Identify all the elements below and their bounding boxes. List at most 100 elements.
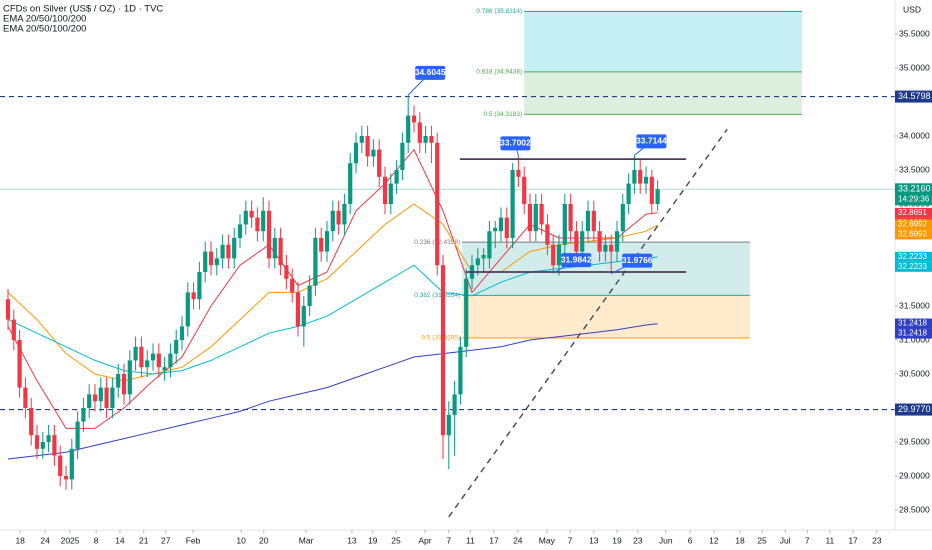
x-tick-label: 19 <box>368 535 378 545</box>
candle-body <box>498 217 504 232</box>
ema-tag <box>895 261 932 272</box>
price-tag-label: 34.5798 <box>898 91 931 101</box>
candle-body <box>458 346 463 395</box>
ema-tag-label: 32.2233 <box>898 252 927 261</box>
x-tick-label: 13 <box>589 535 599 545</box>
candle-body <box>614 231 620 252</box>
ema-tag-label: 32.6992 <box>898 220 927 229</box>
candle-body <box>440 265 446 436</box>
callout-label: 31.9842 <box>561 254 592 264</box>
candle-body <box>272 238 277 259</box>
candle-body <box>63 476 69 480</box>
candle-body <box>237 224 243 239</box>
candle-body <box>104 387 109 409</box>
axes: 28.5000 29.0000 29.5000 30.5000 31.0000 31.50… <box>15 28 932 545</box>
candle-body <box>394 170 399 184</box>
x-tick-label: 17 <box>489 535 499 545</box>
candle-body <box>168 353 173 368</box>
candle-body <box>307 285 312 307</box>
x-tick-label: Apr <box>418 535 431 545</box>
ema-tag <box>895 318 932 329</box>
candle-body <box>551 244 556 266</box>
candle-body <box>533 204 538 232</box>
candle-body <box>632 170 637 184</box>
candle-body <box>452 394 457 415</box>
x-tick-label: 8 <box>94 535 99 545</box>
candle-body <box>591 210 596 232</box>
indicator-label: EMA 20/50/100/200 <box>3 14 86 25</box>
candle-body <box>330 210 335 232</box>
candle-body <box>46 435 51 443</box>
x-tick-label: 11 <box>825 535 834 545</box>
x-tick-label: 21 <box>139 535 149 545</box>
x-tick-label: 17 <box>848 535 858 545</box>
candle-body <box>92 394 98 402</box>
price-axis <box>895 0 932 550</box>
candle-body <box>266 210 272 259</box>
ema-tag-label: 31.2418 <box>898 319 927 328</box>
x-tick-label: 7 <box>805 535 810 545</box>
y-tick-label: 28.5000 <box>899 504 930 514</box>
currency: USD <box>903 4 921 14</box>
candle-body <box>232 238 237 259</box>
candle-body <box>539 204 544 225</box>
callout-label: 31.9766 <box>622 255 653 265</box>
candle-body <box>290 278 295 293</box>
x-tick-label: 20 <box>259 535 269 545</box>
candle-body <box>23 387 28 409</box>
x-tick-label: 18 <box>735 535 745 545</box>
candle-body <box>133 346 138 361</box>
candle-body <box>220 244 225 259</box>
candle-body <box>609 244 614 252</box>
candle-body <box>52 435 57 456</box>
candle-body <box>208 251 214 266</box>
candle-body <box>162 367 167 371</box>
candle-body <box>156 353 161 368</box>
ema-tag-label: 31.2418 <box>898 329 927 338</box>
candle-body <box>562 204 567 245</box>
ema-tag <box>895 219 932 230</box>
x-tick-label: 12 <box>709 535 719 545</box>
candle-body <box>348 163 353 205</box>
fib-zone <box>524 11 803 72</box>
x-tick-label: 19 <box>612 535 622 545</box>
candle-body <box>174 340 179 354</box>
fib-label: 0.5 (31.0295) <box>421 335 460 342</box>
fib-label: 0.618 (34.9438) <box>476 69 522 76</box>
candle-body <box>191 292 196 300</box>
callout-box <box>500 136 531 151</box>
candle-body <box>127 360 132 395</box>
x-tick-label: 23 <box>633 535 643 545</box>
callout-box <box>622 253 653 268</box>
candle-body <box>574 231 579 252</box>
candle-body <box>493 227 498 232</box>
candle-body <box>145 360 150 368</box>
candle-body <box>243 210 248 225</box>
ema-tag-label: 32.8691 <box>898 208 927 217</box>
y-tick-label: 35.5000 <box>899 28 930 38</box>
candle-body <box>87 394 92 409</box>
candle-body <box>510 170 515 239</box>
candle-body <box>655 189 660 205</box>
candle-body <box>214 258 219 266</box>
x-tick-label: 23 <box>872 535 882 545</box>
y-tick-label: 31.5000 <box>899 300 930 310</box>
candle-body <box>121 374 127 395</box>
candle-body <box>568 204 573 232</box>
y-tick-label: 35.0000 <box>899 62 930 72</box>
y-tick-label: 29.0000 <box>899 470 930 480</box>
x-tick-label: 6 <box>688 535 693 545</box>
last-price-label: 33.2160 <box>898 184 931 194</box>
fib-zone <box>462 295 750 338</box>
candle-body <box>81 408 86 422</box>
candle-body <box>649 176 654 205</box>
price-tag-label: 29.9770 <box>898 404 931 414</box>
x-tick-label: Mar <box>299 535 314 545</box>
x-tick-label: 10 <box>236 535 246 545</box>
candle-body <box>400 142 405 171</box>
candle-body <box>638 170 643 184</box>
plot-area: 0.786 (35.8314) 0.618 (34.9438) 0.5 (34.31… <box>0 8 895 518</box>
x-tick-label: May <box>539 535 556 545</box>
x-tick-label: 14 <box>115 535 125 545</box>
